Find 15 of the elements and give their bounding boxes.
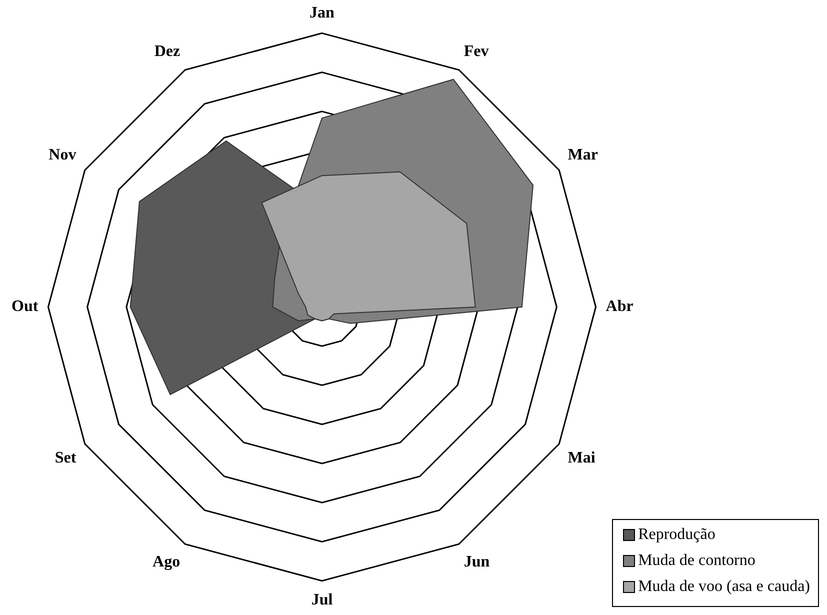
spoke-label: Set: [54, 450, 77, 467]
spoke-label: Out: [12, 298, 39, 316]
spoke-label: Abr: [606, 298, 634, 316]
legend-label: Muda de contorno: [638, 552, 756, 570]
spoke-label: Mai: [568, 450, 596, 467]
spoke-label: Dez: [154, 42, 180, 60]
spoke-label: Ago: [152, 554, 180, 571]
spoke-label: Jun: [464, 554, 490, 571]
spoke-label: Jan: [310, 4, 335, 22]
legend-label: Muda de voo (asa e cauda): [638, 578, 810, 596]
spoke-label: Fev: [464, 42, 489, 60]
spoke-label: Jul: [311, 592, 334, 609]
spoke-label: Mar: [568, 146, 598, 164]
legend-label: Reprodução: [638, 526, 716, 544]
spoke-label: Nov: [48, 146, 76, 164]
